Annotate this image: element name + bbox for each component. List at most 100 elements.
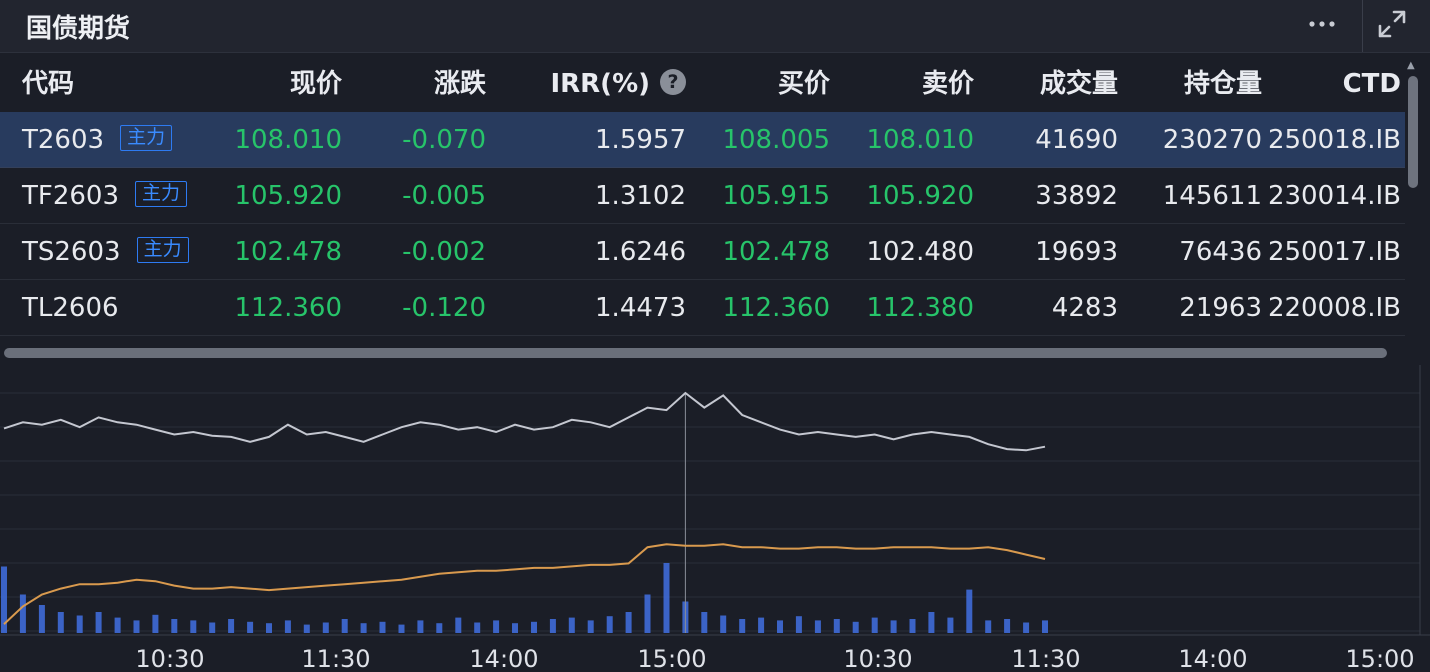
volume-bar — [493, 620, 500, 633]
volume-bar — [568, 617, 575, 633]
volume-bar — [322, 622, 329, 633]
volume-bar — [1023, 622, 1030, 633]
volume-bar — [758, 617, 765, 633]
panel-header: 国债期货 — [0, 0, 1430, 53]
row-ask: 108.010 — [866, 125, 974, 155]
table-row[interactable]: TF2603 主力 105.920 -0.005 1.3102 105.915 1… — [0, 168, 1405, 224]
row-bid: 108.005 — [722, 125, 830, 155]
row-volume: 4283 — [1051, 293, 1118, 323]
x-tick-label: 14:00 — [1178, 645, 1247, 672]
chart-grid — [0, 365, 1430, 636]
volume-bar — [417, 620, 424, 633]
intraday-chart: 10:30 11:30 14:00 15:00 10:30 11:30 14:00 15:00 — [0, 365, 1430, 672]
row-ask: 112.380 — [866, 293, 974, 323]
volume-bar — [190, 620, 197, 633]
row-change: -0.070 — [402, 125, 486, 155]
volume-bar — [284, 620, 291, 633]
volume-bar — [909, 619, 916, 633]
volume-bar — [114, 617, 121, 633]
table-row[interactable]: TL2606 112.360 -0.120 1.4473 112.360 112… — [0, 280, 1405, 336]
volume-bar — [379, 621, 386, 633]
volume-bar — [966, 589, 973, 633]
volume-bar — [739, 619, 746, 633]
table-header-row: 代码 现价 涨跌 IRR(%)? 买价 卖价 成交量 持仓量 CTD — [0, 56, 1405, 112]
volume-bar — [152, 614, 159, 633]
row-volume: 19693 — [1035, 237, 1118, 267]
col-header-price[interactable]: 现价 — [289, 69, 342, 99]
volume-bar — [228, 619, 235, 633]
header-divider — [1362, 0, 1363, 52]
volume-bar — [455, 617, 462, 633]
row-irr: 1.5957 — [595, 125, 686, 155]
row-code-cell: TS2603 主力 — [22, 224, 189, 280]
volume-bar — [625, 612, 632, 633]
intraday-chart-svg: 10:30 11:30 14:00 15:00 10:30 11:30 14:00 15:00 — [0, 365, 1430, 672]
row-ask: 102.480 — [866, 237, 974, 267]
vertical-scroll-thumb[interactable] — [1408, 76, 1418, 188]
main-contract-badge: 主力 — [135, 180, 188, 207]
volume-bar — [814, 620, 821, 633]
table-row[interactable]: TS2603 主力 102.478 -0.002 1.6246 102.478 1… — [0, 224, 1405, 280]
volume-bar — [209, 622, 216, 633]
volume-bar — [474, 622, 481, 633]
more-options-button[interactable] — [1298, 6, 1346, 42]
volume-bar — [38, 605, 45, 633]
volume-bar — [303, 624, 310, 633]
price-series-line — [3, 391, 1046, 452]
volume-bar — [247, 621, 254, 633]
table-row[interactable]: T2603 主力 108.010 -0.070 1.5957 108.005 10… — [0, 112, 1405, 168]
volume-bar — [928, 612, 935, 633]
help-icon[interactable]: ? — [660, 68, 686, 95]
volume-bar — [720, 615, 727, 633]
volume-bar — [1004, 619, 1011, 633]
row-code-cell: T2603 主力 — [22, 112, 173, 168]
volume-bar — [171, 619, 178, 633]
x-axis-ticks: 10:30 11:30 14:00 15:00 10:30 11:30 14:00 15:00 — [135, 645, 1414, 672]
col-header-irr[interactable]: IRR(%)? — [550, 56, 686, 112]
col-header-volume[interactable]: 成交量 — [1039, 69, 1118, 99]
col-header-bid[interactable]: 买价 — [777, 69, 830, 99]
volume-bar — [19, 594, 26, 633]
volume-bar — [360, 623, 367, 633]
row-ctd: 220008.IB — [1267, 293, 1401, 323]
main-contract-badge: 主力 — [136, 236, 189, 263]
row-volume: 33892 — [1035, 181, 1118, 211]
col-header-open-interest[interactable]: 持仓量 — [1183, 69, 1262, 99]
row-code-cell: TL2606 — [22, 280, 119, 336]
volume-bar — [795, 616, 802, 633]
col-header-change[interactable]: 涨跌 — [433, 69, 486, 99]
row-ctd: 230014.IB — [1267, 181, 1401, 211]
x-tick-label: 15:00 — [1345, 645, 1414, 672]
col-header-code[interactable]: 代码 — [22, 69, 75, 99]
row-ctd: 250018.IB — [1267, 125, 1401, 155]
volume-bar — [549, 619, 556, 633]
row-open-interest: 21963 — [1179, 293, 1262, 323]
volume-bars — [1, 563, 1048, 633]
scroll-up-arrow-icon[interactable]: ▲ — [1407, 60, 1415, 71]
volume-bar — [701, 612, 708, 633]
volume-bar — [512, 623, 518, 633]
horizontal-scroll-thumb[interactable] — [4, 348, 1387, 358]
row-ctd: 250017.IB — [1267, 237, 1401, 267]
volume-bar — [890, 620, 897, 633]
volume-bar — [1, 566, 7, 633]
volume-bar — [852, 621, 859, 633]
volume-bar — [76, 615, 83, 633]
row-price: 105.920 — [234, 181, 342, 211]
row-bid: 102.478 — [722, 237, 830, 267]
volume-bar — [985, 620, 992, 633]
volume-bar — [777, 620, 783, 633]
volume-bar — [644, 594, 651, 633]
x-tick-label: 15:00 — [637, 645, 706, 672]
row-irr: 1.3102 — [595, 181, 686, 211]
expand-button[interactable] — [1372, 6, 1412, 42]
row-code: TS2603 — [22, 237, 121, 267]
row-bid: 105.915 — [722, 181, 830, 211]
x-tick-label: 11:30 — [1011, 645, 1080, 672]
col-header-ctd[interactable]: CTD — [1342, 69, 1401, 99]
x-tick-label: 14:00 — [469, 645, 538, 672]
col-header-ask[interactable]: 卖价 — [921, 69, 974, 99]
row-price: 102.478 — [234, 237, 342, 267]
x-tick-label: 10:30 — [135, 645, 204, 672]
row-bid: 112.360 — [722, 293, 830, 323]
